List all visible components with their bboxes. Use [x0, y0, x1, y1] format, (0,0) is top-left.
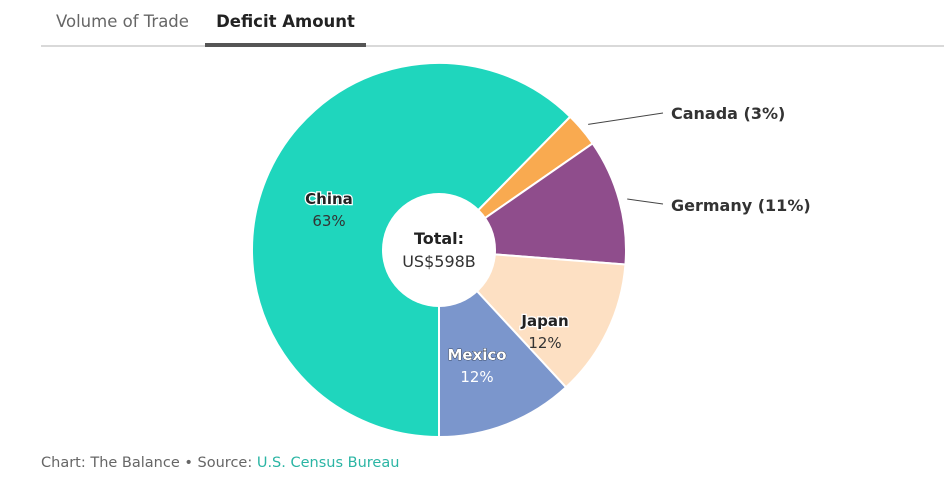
slice-label-japan: Japan — [520, 312, 568, 330]
tab-volume-of-trade[interactable]: Volume of Trade — [56, 12, 189, 31]
slice-pct-japan: 12% — [528, 334, 561, 352]
center-total-title: Total: — [414, 229, 464, 248]
slice-pct-china: 63% — [312, 212, 345, 230]
slice-pct-mexico: 12% — [460, 368, 493, 386]
callout-line-germany — [627, 198, 664, 205]
slice-label-canada: Canada (3%) — [671, 104, 785, 123]
donut-chart: China 63% Canada (3%) Germany (11%) Japan 12%… — [251, 62, 811, 439]
tab-bar: Volume of Trade Deficit Amount — [41, 0, 944, 47]
chart-footer: Chart: The Balance • Source: U.S. Census… — [41, 455, 399, 471]
callout-line-canada — [588, 112, 664, 125]
slice-label-mexico: Mexico — [447, 346, 506, 364]
source-link[interactable]: U.S. Census Bureau — [256, 455, 400, 471]
tab-deficit-amount[interactable]: Deficit Amount — [216, 12, 355, 31]
chart-credit: Chart: The Balance — [41, 455, 180, 471]
active-tab-indicator — [205, 43, 366, 47]
source-prefix: Source: — [197, 455, 253, 471]
center-total-value: US$598B — [402, 252, 476, 271]
slice-label-china: China — [305, 190, 353, 208]
slice-label-germany: Germany (11%) — [671, 196, 811, 215]
donut-hole — [382, 193, 496, 307]
footer-separator: • — [184, 455, 193, 471]
slice-labels: China 63% Canada (3%) Germany (11%) Japan 12%… — [304, 104, 811, 386]
callout-lines — [588, 112, 664, 205]
slice-japan — [436, 248, 627, 389]
